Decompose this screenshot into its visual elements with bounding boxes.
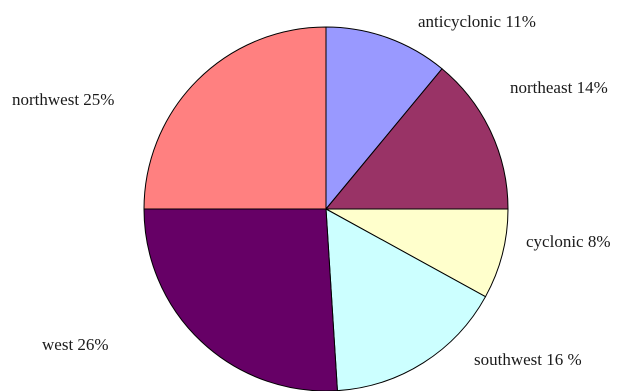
pie-slice-northeast (324, 68, 509, 210)
pie-labels: anticyclonic 11% northeast 14% cyclonic … (12, 12, 611, 369)
label-west: west 26% (42, 335, 109, 354)
pie-slice-southwest (325, 208, 487, 391)
label-cyclonic: cyclonic 8% (526, 232, 611, 251)
pie-slice-anticyclonic (325, 26, 443, 211)
label-northeast: northeast 14% (510, 78, 608, 97)
label-northwest: northwest 25% (12, 90, 114, 109)
label-anticyclonic: anticyclonic 11% (418, 12, 536, 31)
pie-slices (143, 26, 509, 391)
pie-slice-northwest (143, 26, 327, 210)
label-southwest: southwest 16 % (474, 350, 582, 369)
pie-slice-west (143, 208, 338, 391)
pie-slice-cyclonic (325, 208, 509, 298)
